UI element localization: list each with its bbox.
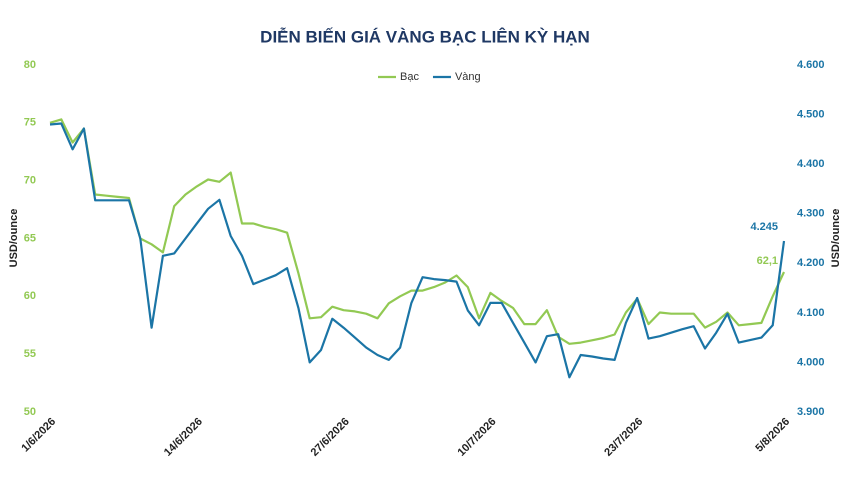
y-tick-label: 60	[24, 290, 36, 302]
y2-tick-label: 4.400	[797, 158, 825, 170]
y-tick-label: 65	[24, 232, 36, 244]
y-tick-label: 55	[24, 348, 36, 360]
y2-tick-label: 4.100	[797, 307, 825, 319]
y2-tick-label: 4.600	[797, 59, 825, 71]
y-tick-label: 70	[24, 175, 36, 187]
chart-title: DIỄN BIẾN GIÁ VÀNG BẠC LIÊN KỲ HẠN	[260, 27, 590, 46]
y-tick-label: 75	[24, 117, 36, 129]
y2-tick-label: 4.500	[797, 108, 825, 120]
data-label: 4.245	[750, 221, 778, 233]
y2-tick-label: 3.900	[797, 406, 825, 418]
y-tick-label: 50	[24, 406, 36, 418]
x-tick-label: 10/7/2026	[455, 416, 498, 459]
y2-tick-label: 4.200	[797, 257, 825, 269]
x-tick-label: 14/6/2026	[162, 416, 205, 459]
y-axis-title: USD/ounce	[8, 209, 20, 268]
data-label: 62,1	[757, 255, 778, 267]
x-tick-label: 1/6/2026	[19, 416, 58, 455]
x-tick-label: 27/6/2026	[309, 416, 352, 459]
legend-label: Vàng	[455, 71, 481, 83]
y2-tick-label: 4.000	[797, 356, 825, 368]
y-tick-label: 80	[24, 59, 36, 71]
series-line	[49, 122, 786, 379]
x-tick-label: 23/7/2026	[602, 416, 645, 459]
y2-tick-label: 4.300	[797, 208, 825, 220]
y2-axis-title: USD/ounce	[830, 209, 842, 268]
x-tick-label: 5/8/2026	[753, 416, 792, 455]
legend-label: Bạc	[400, 71, 419, 83]
series-line	[49, 118, 785, 345]
